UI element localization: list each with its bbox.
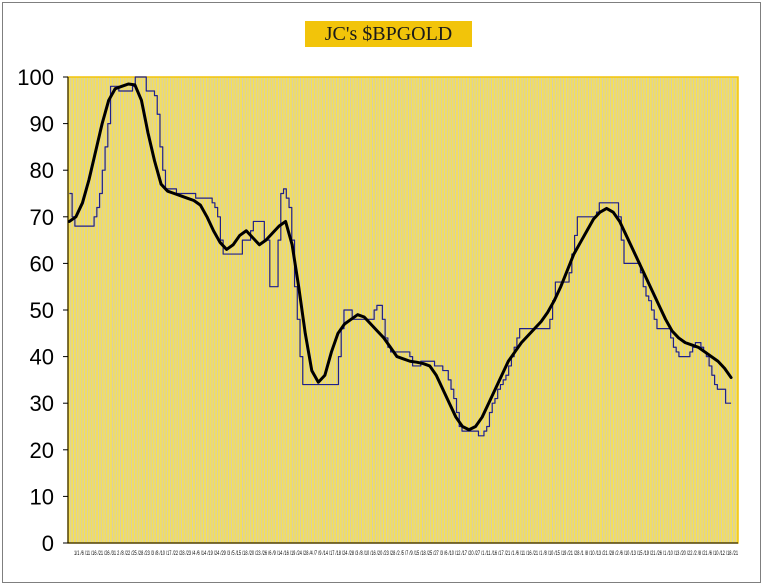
y-tick-label: 50: [30, 298, 54, 323]
y-tick-label: 0: [42, 531, 54, 556]
y-tick-label: 10: [30, 484, 54, 509]
series-thick-line: [67, 82, 733, 432]
y-tick-label: 70: [30, 205, 54, 230]
y-tick-label: 100: [17, 65, 54, 90]
chart-title: JC's $BPGOLD: [305, 21, 472, 47]
y-tick-label: 20: [30, 438, 54, 463]
y-tick-label: 30: [30, 391, 54, 416]
y-tick-label: 80: [30, 158, 54, 183]
y-tick-label: 40: [30, 345, 54, 370]
y-tick-label: 90: [30, 112, 54, 137]
x-tick-labels: 1/1 /6 /11 /16 /21 /26 /31 2 /8 /22 /25 …: [74, 551, 738, 557]
y-tick-label: 60: [30, 251, 54, 276]
